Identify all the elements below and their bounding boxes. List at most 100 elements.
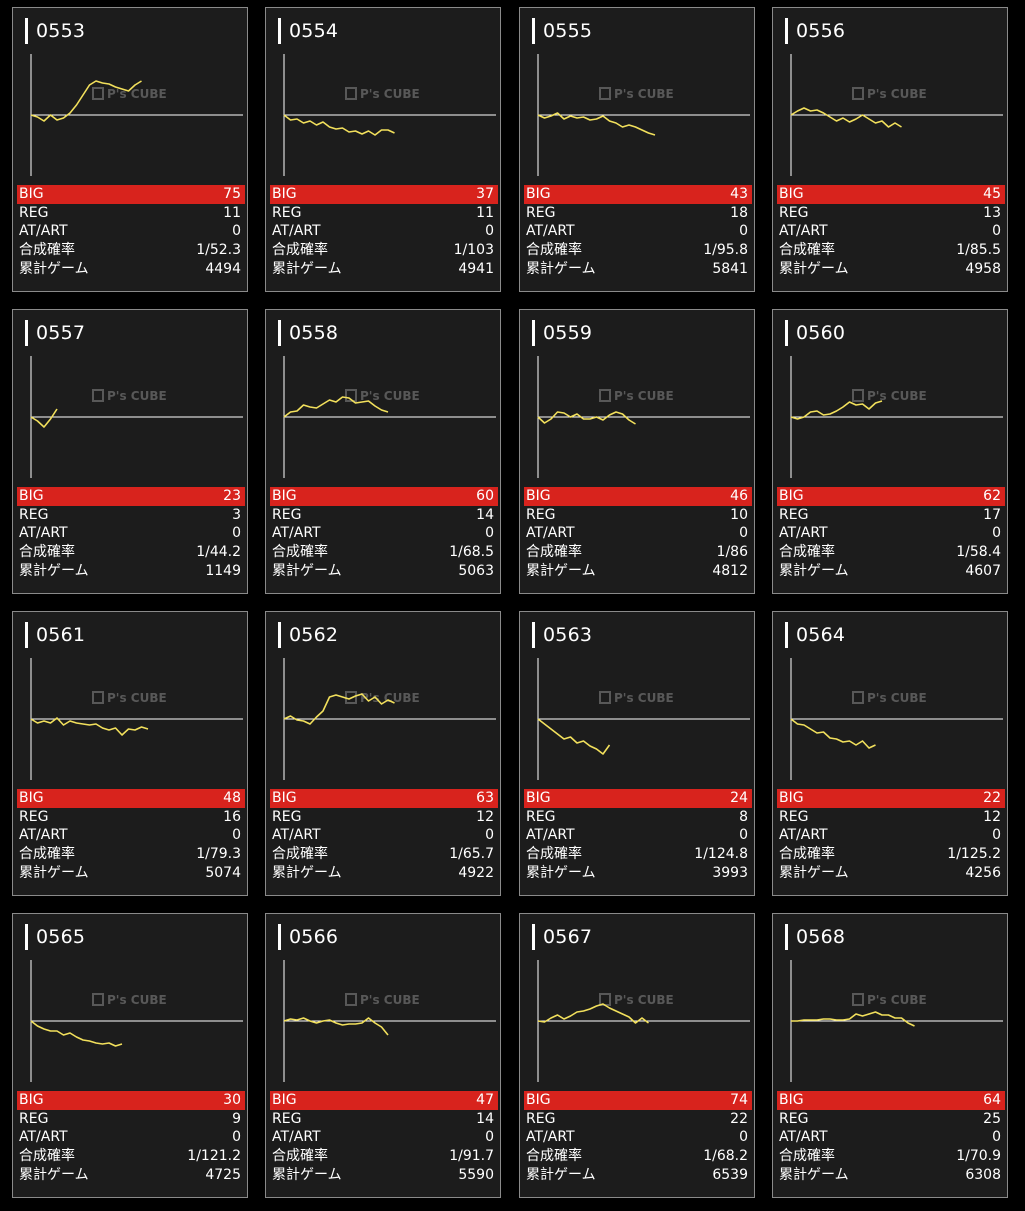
watermark-text: P's CUBE [107,87,167,101]
stat-label: AT/ART [779,525,828,542]
stat-value: 4958 [965,260,1001,277]
total-games-row: 累計ゲーム 6308 [777,1166,1005,1185]
stat-label: 合成確率 [19,544,75,561]
stat-label: REG [272,506,302,523]
stat-value: 0 [485,1129,494,1146]
machine-stats: BIG 23 REG 3 AT/ART 0 合成確率 1/44.2 累計ゲーム 1149 [17,487,245,580]
stat-value: 0 [485,525,494,542]
stat-label: 累計ゲーム [19,260,89,277]
series-line [790,107,902,128]
slump-graph: P's CUBE [283,356,496,478]
machine-card[interactable]: 0562 P's CUBE BIG 63 REG 12 AT/ART 0 合成確率 1/65.7 累… [265,611,501,896]
machine-header: 0567 [532,922,592,952]
machine-card[interactable]: 0565 P's CUBE BIG 30 REG 9 AT/ART 0 合成確率 1/121.2 累… [12,913,248,1198]
watermark-text: P's CUBE [360,691,420,705]
stat-label: 累計ゲーム [19,1166,89,1183]
machine-header: 0558 [278,318,338,348]
machine-stats: BIG 46 REG 10 AT/ART 0 合成確率 1/86 累計ゲーム 4812 [524,487,752,580]
watermark-text: P's CUBE [614,691,674,705]
stat-label: REG [779,1110,809,1127]
big-count-row: BIG 24 [524,789,752,808]
slump-graph: P's CUBE [790,356,1003,478]
reg-count-row: REG 3 [17,506,245,525]
slump-graph: P's CUBE [537,54,750,176]
stat-label: 累計ゲーム [272,864,342,881]
stat-value: 0 [232,827,241,844]
machine-card[interactable]: 0568 P's CUBE BIG 64 REG 25 AT/ART 0 合成確率 1/70.9 累… [772,913,1008,1198]
header-accent-bar [25,18,28,44]
pscube-watermark: P's CUBE [345,87,420,101]
reg-count-row: REG 16 [17,808,245,827]
stat-label: AT/ART [272,525,321,542]
watermark-text: P's CUBE [867,389,927,403]
reg-count-row: REG 25 [777,1110,1005,1129]
machine-stats: BIG 63 REG 12 AT/ART 0 合成確率 1/65.7 累計ゲーム 4922 [270,789,498,882]
big-count-row: BIG 47 [270,1091,498,1110]
slump-graph: P's CUBE [790,658,1003,780]
stat-label: AT/ART [272,1129,321,1146]
at-art-count-row: AT/ART 0 [270,826,498,845]
pscube-watermark: P's CUBE [599,87,674,101]
combined-probability-row: 合成確率 1/68.5 [270,543,498,562]
machine-number: 0564 [796,624,846,646]
stat-value: 14 [476,506,494,523]
header-accent-bar [25,320,28,346]
stat-value: 0 [992,827,1001,844]
big-count-row: BIG 22 [777,789,1005,808]
combined-probability-row: 合成確率 1/95.8 [524,241,752,260]
reg-count-row: REG 22 [524,1110,752,1129]
machine-card[interactable]: 0553 P's CUBE BIG 75 REG 11 AT/ART 0 合成確率 1/52.3 累… [12,7,248,292]
machine-card[interactable]: 0560 P's CUBE BIG 62 REG 17 AT/ART 0 合成確率 1/58.4 累… [772,309,1008,594]
series-line [283,396,389,418]
big-count-row: BIG 48 [17,789,245,808]
machine-card[interactable]: 0554 P's CUBE BIG 37 REG 11 AT/ART 0 合成確率 1/103 累計… [265,7,501,292]
reg-count-row: REG 8 [524,808,752,827]
series-line [283,114,395,136]
stat-label: 累計ゲーム [19,864,89,881]
machine-number: 0553 [36,20,86,42]
slump-graph: P's CUBE [283,658,496,780]
big-count-row: BIG 75 [17,185,245,204]
machine-card[interactable]: 0563 P's CUBE BIG 24 REG 8 AT/ART 0 合成確率 1/124.8 累… [519,611,755,896]
big-count-row: BIG 45 [777,185,1005,204]
stat-value: 1/124.8 [694,846,748,863]
stat-label: 合成確率 [272,242,328,259]
stat-label: AT/ART [272,223,321,240]
combined-probability-row: 合成確率 1/121.2 [17,1147,245,1166]
machine-card[interactable]: 0558 P's CUBE BIG 60 REG 14 AT/ART 0 合成確率 1/68.5 累… [265,309,501,594]
stat-value: 1/91.7 [449,1148,494,1165]
machine-card[interactable]: 0561 P's CUBE BIG 48 REG 16 AT/ART 0 合成確率 1/79.3 累… [12,611,248,896]
machine-card[interactable]: 0557 P's CUBE BIG 23 REG 3 AT/ART 0 合成確率 1/44.2 累計… [12,309,248,594]
pscube-watermark: P's CUBE [599,389,674,403]
stat-value: 48 [223,790,241,806]
stat-value: 1/121.2 [187,1148,241,1165]
machine-number: 0554 [289,20,339,42]
stat-label: 累計ゲーム [779,562,849,579]
series-line [791,1011,915,1027]
machine-number: 0556 [796,20,846,42]
pscube-watermark: P's CUBE [345,993,420,1007]
slump-graph: P's CUBE [790,960,1003,1082]
pscube-watermark: P's CUBE [599,993,674,1007]
machine-card[interactable]: 0564 P's CUBE BIG 22 REG 12 AT/ART 0 合成確率 1/125.2… [772,611,1008,896]
header-accent-bar [532,18,535,44]
machine-number: 0557 [36,322,86,344]
stat-label: 累計ゲーム [779,1166,849,1183]
machine-stats: BIG 74 REG 22 AT/ART 0 合成確率 1/68.2 累計ゲーム 6539 [524,1091,752,1184]
stat-label: 合成確率 [272,544,328,561]
combined-probability-row: 合成確率 1/68.2 [524,1147,752,1166]
machine-card[interactable]: 0567 P's CUBE BIG 74 REG 22 AT/ART 0 合成確率 1/68.2 累… [519,913,755,1198]
stat-label: AT/ART [19,827,68,844]
reg-count-row: REG 10 [524,506,752,525]
stat-value: 1/68.5 [449,544,494,561]
stat-label: AT/ART [526,827,575,844]
slump-graph: P's CUBE [283,54,496,176]
machine-number: 0565 [36,926,86,948]
machine-number: 0568 [796,926,846,948]
machine-card[interactable]: 0556 P's CUBE BIG 45 REG 13 AT/ART 0 合成確率 1/85.5 累… [772,7,1008,292]
machine-card[interactable]: 0555 P's CUBE BIG 43 REG 18 AT/ART 0 合成確率 1/95.8 累… [519,7,755,292]
machine-card[interactable]: 0566 P's CUBE BIG 47 REG 14 AT/ART 0 合成確率 1/91.7 累… [265,913,501,1198]
stat-value: 1/85.5 [956,242,1001,259]
machine-card[interactable]: 0559 P's CUBE BIG 46 REG 10 AT/ART 0 合成確率 1/86 累計ゲ… [519,309,755,594]
stat-label: 累計ゲーム [779,864,849,881]
